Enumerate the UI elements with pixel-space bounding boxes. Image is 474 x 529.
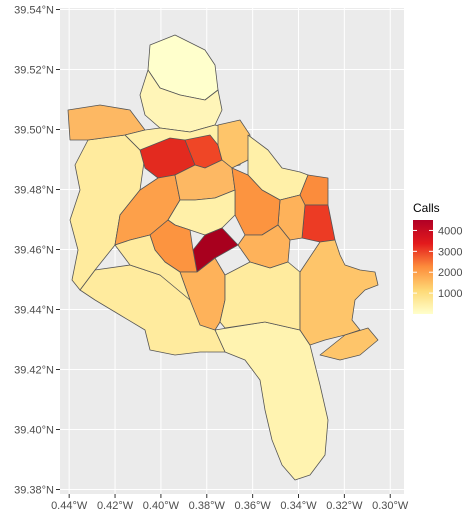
legend-colorbar: [413, 220, 433, 314]
map-panel: [60, 8, 404, 494]
y-tick-label: 39.48°N: [14, 185, 54, 197]
district-south-mid: [114, 234, 191, 301]
y-tick-label: 39.50°N: [14, 125, 54, 137]
legend-label: 3000: [438, 246, 462, 258]
y-tick-label: 39.52°N: [14, 65, 54, 77]
districts: [67, 34, 379, 481]
legend-label: 4000: [438, 225, 462, 237]
y-tick-label: 39.44°N: [14, 305, 54, 317]
x-tick-label: 0.40°W: [143, 500, 180, 512]
district-northeast-1: [217, 119, 251, 169]
x-tick-label: 0.30°W: [372, 500, 409, 512]
x-tick-label: 0.44°W: [51, 500, 88, 512]
y-tick-label: 39.46°N: [14, 245, 54, 257]
legend-label: 2000: [438, 267, 462, 279]
x-tick-label: 0.34°W: [280, 500, 317, 512]
district-port-pier: [319, 327, 379, 361]
x-tick-label: 0.38°W: [189, 500, 226, 512]
x-tick-label: 0.42°W: [97, 500, 134, 512]
y-tick-label: 39.40°N: [14, 425, 54, 437]
legend-title: Calls: [413, 201, 440, 215]
district-south-east: [219, 261, 301, 331]
x-axis: 0.44°W 0.42°W 0.40°W 0.38°W 0.36°W 0.34°W 0.32…: [51, 494, 409, 512]
district-north-2: [139, 69, 223, 133]
x-tick-label: 0.32°W: [326, 500, 363, 512]
district-port: [299, 239, 379, 346]
legend: Calls 4000 3000 2000 1000: [413, 201, 462, 314]
y-tick-label: 39.38°N: [14, 485, 54, 497]
y-tick-label: 39.54°N: [14, 5, 54, 17]
y-tick-label: 39.42°N: [14, 365, 54, 377]
y-axis: 39.38°N 39.40°N 39.42°N 39.44°N 39.46°N 39.48…: [14, 5, 60, 497]
x-tick-label: 0.36°W: [235, 500, 272, 512]
legend-label: 1000: [438, 288, 462, 300]
legend-ticks: 4000 3000 2000 1000: [413, 225, 462, 300]
